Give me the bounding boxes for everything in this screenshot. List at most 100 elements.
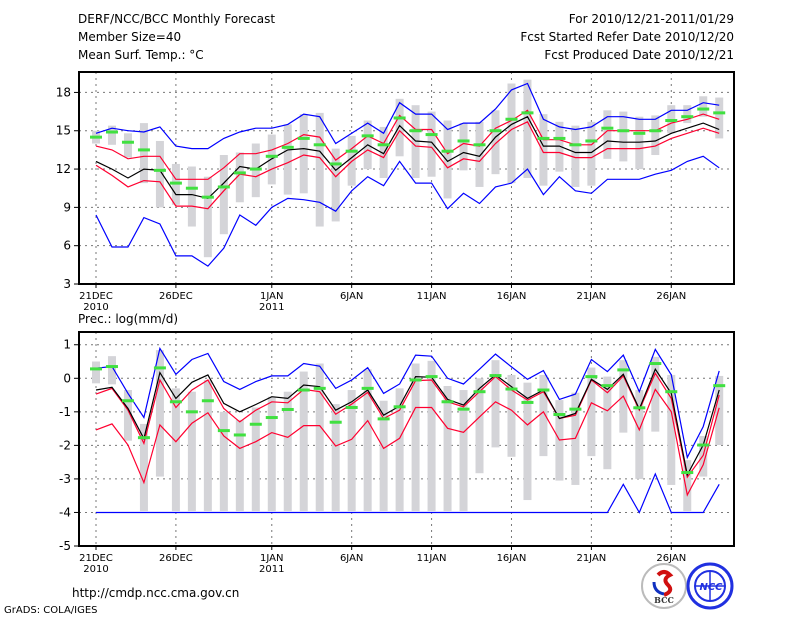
y-tick-label: 18: [56, 85, 71, 99]
obs-marker: [297, 388, 310, 392]
precip-panel-title: Prec.: log(mm/d): [78, 312, 178, 326]
obs-marker: [649, 362, 662, 366]
grads-credit: GrADS: COLA/IGES: [4, 605, 98, 616]
ensemble-range-bar: [315, 363, 324, 512]
obs-marker: [665, 390, 678, 394]
obs-marker: [281, 145, 294, 149]
ensemble-range-bar: [139, 123, 148, 184]
obs-marker: [217, 185, 230, 189]
obs-marker: [633, 406, 646, 410]
source-url[interactable]: http://cmdp.ncc.cma.gov.cn: [72, 586, 239, 600]
ensemble-range-bar: [603, 110, 612, 159]
variable-label: Mean Surf. Temp.: °C: [78, 48, 204, 62]
obs-marker: [537, 388, 550, 392]
ensemble-range-bar: [331, 148, 340, 222]
ensemble-range-bar: [267, 396, 276, 512]
obs-marker: [569, 143, 582, 147]
ensemble-range-bar: [395, 98, 404, 157]
ensemble-range-bar: [283, 124, 292, 195]
ensemble-range-bar: [475, 121, 484, 187]
y-tick-label: 15: [56, 124, 71, 138]
obs-marker: [233, 171, 246, 175]
obs-marker: [617, 129, 630, 133]
ensemble-range-bar: [427, 111, 436, 177]
obs-marker: [345, 405, 358, 409]
x-tick-label: 21JAN: [576, 553, 606, 564]
ensemble-range-bar: [283, 391, 292, 512]
bcc-logo: BCC: [641, 563, 687, 609]
ensemble-range-bar: [587, 367, 596, 457]
x-tick-label: 21DEC: [79, 553, 113, 564]
ensemble-range-bar: [715, 97, 724, 139]
obs-marker: [377, 143, 390, 147]
ensemble-range-bar: [699, 96, 708, 117]
obs-marker: [217, 429, 230, 433]
ensemble-range-bar: [539, 374, 548, 457]
ensemble-range-bar: [203, 379, 212, 512]
ensemble-range-bar: [219, 411, 228, 512]
series-line-mean: [95, 367, 720, 477]
y-tick-label: -5: [59, 539, 71, 553]
ensemble-range-bar: [379, 400, 388, 512]
y-tick-label: 12: [56, 162, 71, 176]
ensemble-range-bar: [123, 133, 132, 158]
ensemble-range-bar: [619, 111, 628, 162]
ensemble-range-bar: [635, 390, 644, 479]
obs-marker: [121, 399, 134, 403]
obs-marker: [473, 390, 486, 394]
ensemble-range-bar: [491, 110, 500, 175]
obs-marker: [441, 149, 454, 153]
series-line-min: [96, 472, 720, 514]
obs-marker: [313, 386, 326, 390]
ensemble-range-bar: [235, 152, 244, 203]
obs-marker: [585, 139, 598, 143]
x-tick-sublabel: 2011: [259, 564, 284, 575]
obs-marker: [90, 135, 102, 139]
obs-marker: [601, 126, 614, 130]
series-line-max: [95, 346, 720, 460]
obs-marker: [393, 405, 406, 409]
ensemble-range-bar: [539, 114, 548, 186]
ensemble-range-bar: [683, 105, 692, 124]
series-line-lower: [95, 388, 720, 497]
obs-marker: [457, 139, 470, 143]
y-tick-label: -1: [59, 405, 71, 419]
ensemble-range-bar: [171, 388, 180, 512]
plot-frame: [78, 71, 735, 285]
x-tick-sublabel: 2010: [83, 302, 108, 313]
ensemble-range-bar: [123, 390, 132, 441]
obs-marker: [489, 374, 502, 378]
obs-marker: [313, 143, 326, 147]
obs-marker: [585, 375, 598, 379]
obs-marker: [137, 436, 150, 440]
obs-marker: [201, 399, 214, 403]
obs-marker: [521, 400, 534, 404]
y-tick-label: -3: [59, 472, 71, 486]
obs-marker: [681, 471, 694, 475]
obs-marker: [90, 367, 102, 371]
ensemble-range-bar: [411, 105, 420, 178]
ensemble-range-bar: [459, 123, 468, 171]
ensemble-range-bar: [299, 371, 308, 512]
obs-marker: [617, 368, 630, 372]
x-tick-label: 11JAN: [417, 553, 447, 564]
obs-marker: [569, 407, 582, 411]
obs-marker: [649, 129, 662, 133]
obs-marker: [505, 117, 518, 121]
y-tick-label: 3: [63, 277, 71, 291]
y-tick-label: 1: [63, 338, 71, 352]
x-tick-label: 26DEC: [159, 553, 193, 564]
ncc-logo: NCC: [686, 562, 734, 610]
ensemble-range-bar: [491, 360, 500, 448]
obs-marker: [105, 365, 118, 369]
figure-title: DERF/NCC/BCC Monthly Forecast: [78, 12, 275, 26]
ensemble-range-bar: [139, 423, 148, 512]
obs-marker: [537, 136, 550, 140]
ensemble-range-bar: [187, 166, 196, 227]
ncc-logo-text: NCC: [699, 582, 723, 593]
obs-marker: [425, 375, 438, 379]
ensemble-range-bar: [427, 360, 436, 512]
obs-marker: [121, 140, 134, 144]
